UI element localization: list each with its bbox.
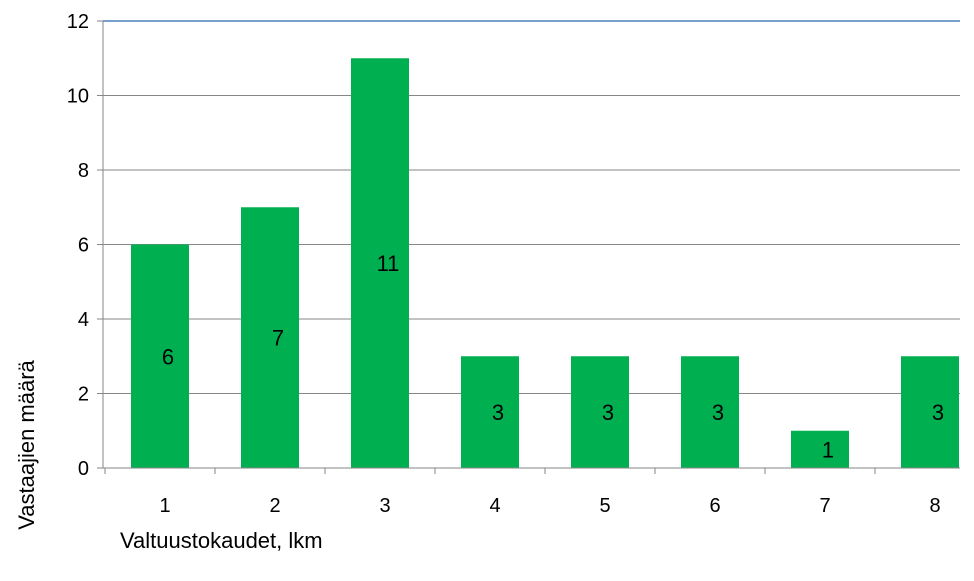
- y-tick-label: 0: [78, 458, 89, 480]
- labels: 0 2 4 6 8 10 12 6 1 7 2 11 3 3 4 3 5 3 6 1 7 3 8: [67, 11, 944, 517]
- data-label: 3: [712, 400, 724, 425]
- x-tick-label: 7: [819, 495, 830, 517]
- y-tick-label: 4: [78, 309, 89, 331]
- x-axis-title: Valtuustokaudet, lkm: [120, 528, 323, 553]
- data-label: 11: [377, 251, 400, 276]
- x-tick-label: 2: [269, 495, 280, 517]
- bar: [131, 244, 189, 468]
- y-tick-label: 10: [67, 86, 89, 108]
- y-axis-title: Vastaajien määrä: [14, 359, 39, 529]
- bar: [791, 430, 849, 468]
- y-tick-label: 12: [67, 11, 89, 33]
- bar: [241, 207, 299, 468]
- x-tick-label: 5: [599, 495, 610, 517]
- data-label: 1: [822, 437, 834, 462]
- x-tick-label: 4: [489, 495, 500, 517]
- y-tick-label: 2: [78, 384, 89, 406]
- data-label: 6: [162, 344, 174, 369]
- axes: [97, 20, 960, 474]
- x-tick-label: 6: [709, 495, 720, 517]
- bar: [901, 356, 959, 468]
- data-label: 7: [272, 326, 284, 351]
- x-tick-label: 8: [929, 495, 940, 517]
- bar: [571, 356, 629, 468]
- bar: [681, 356, 739, 468]
- bars: [131, 58, 959, 468]
- x-tick-label: 3: [379, 495, 390, 517]
- grid-lines: [103, 20, 960, 394]
- y-tick-label: 8: [78, 160, 89, 182]
- bar: [461, 356, 519, 468]
- bar: [351, 58, 409, 468]
- data-label: 3: [932, 400, 944, 425]
- data-label: 3: [492, 400, 504, 425]
- x-tick-label: 1: [159, 495, 170, 517]
- data-label: 3: [602, 400, 614, 425]
- y-tick-label: 6: [78, 235, 89, 257]
